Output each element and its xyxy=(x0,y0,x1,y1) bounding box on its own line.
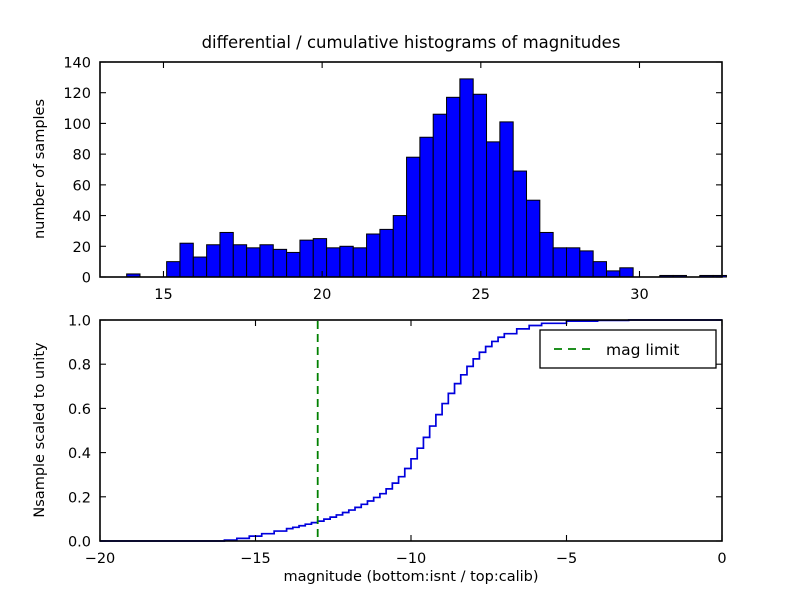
y-tick-label: 0.0 xyxy=(68,535,91,551)
top-y-axis-label: number of samples xyxy=(32,99,48,239)
top-axes-frame xyxy=(99,61,723,278)
histogram-bar xyxy=(312,238,328,278)
histogram-bar xyxy=(605,270,621,278)
y-tick-label: 0.6 xyxy=(68,402,91,418)
x-tick-label: 15 xyxy=(154,287,172,303)
y-tick-label: 120 xyxy=(63,86,91,102)
histogram-bar xyxy=(192,256,208,278)
histogram-bar xyxy=(499,121,514,278)
y-tick-label: 140 xyxy=(63,56,91,72)
histogram-bar xyxy=(419,136,434,278)
y-tick-label: 60 xyxy=(73,178,91,194)
top-x-axis-ticks: 15 20 25 30 xyxy=(154,62,649,303)
histogram-bar xyxy=(299,239,314,278)
y-tick-label: 100 xyxy=(63,117,91,133)
histogram-bar xyxy=(392,215,408,278)
bottom-x-axis-ticks: −20 −15 −10 −5 0 xyxy=(85,320,727,567)
top-panel: differential / cumulative histograms of … xyxy=(32,33,727,303)
y-tick-label: 0.8 xyxy=(68,358,91,374)
bottom-y-axis-ticks: 0.0 0.2 0.4 0.6 0.8 1.0 xyxy=(68,314,722,551)
y-tick-label: 1.0 xyxy=(68,314,91,330)
histogram-bar xyxy=(232,244,248,278)
histogram-bar xyxy=(459,78,474,278)
histogram-bar xyxy=(539,231,554,278)
y-tick-label: 0.4 xyxy=(68,446,91,462)
x-tick-label: −15 xyxy=(240,551,271,567)
x-tick-label: 20 xyxy=(313,287,331,303)
bottom-y-axis-label: Nsample scaled to unity xyxy=(32,342,48,518)
histogram-bar xyxy=(286,251,301,278)
page-title: differential / cumulative histograms of … xyxy=(202,33,621,52)
y-tick-label: 20 xyxy=(73,240,91,256)
x-tick-label: −5 xyxy=(556,551,577,567)
histogram-bar xyxy=(552,247,567,278)
y-tick-label: 40 xyxy=(73,209,91,225)
histogram-bar xyxy=(526,199,541,278)
x-tick-label: −10 xyxy=(396,551,427,567)
histogram-bar xyxy=(166,261,181,278)
histogram-bar xyxy=(219,231,234,278)
histogram-bar xyxy=(566,247,581,278)
x-tick-label: 30 xyxy=(630,287,648,303)
histogram-bar xyxy=(592,261,607,278)
histogram-bar xyxy=(246,247,261,278)
cumulative-curve xyxy=(100,319,722,542)
histogram-bar xyxy=(619,267,634,278)
x-tick-label: 25 xyxy=(472,287,490,303)
top-y-axis-ticks: 0 20 40 60 80 100 120 140 xyxy=(63,56,722,287)
histogram-bar xyxy=(259,244,274,278)
x-tick-label: 0 xyxy=(717,551,726,567)
x-tick-label: −20 xyxy=(85,551,116,567)
legend[interactable]: mag limit xyxy=(539,329,717,369)
histogram-bar xyxy=(352,247,368,278)
histogram-bar xyxy=(446,96,461,278)
histogram-bar xyxy=(579,250,594,278)
y-tick-label: 80 xyxy=(73,148,91,164)
histogram-bar xyxy=(432,113,448,278)
legend-mag-limit-label: mag limit xyxy=(606,341,679,359)
histogram-bar xyxy=(486,141,501,278)
histogram-bar xyxy=(179,242,194,278)
histogram-bar xyxy=(272,248,288,278)
bottom-panel: 0.0 0.2 0.4 0.6 0.8 1.0 −20 −15 −10 −5 0 Nsample … xyxy=(32,314,727,586)
histogram-bar xyxy=(379,228,394,278)
histogram-bar xyxy=(512,170,528,278)
histogram-bar xyxy=(326,247,341,278)
x-axis-label: magnitude (bottom:isnt / top:calib) xyxy=(283,569,538,585)
y-tick-label: 0.2 xyxy=(68,490,91,506)
histogram-bar xyxy=(339,245,354,278)
histogram-bar xyxy=(472,93,488,278)
histogram-bar xyxy=(406,156,421,278)
histogram-bar xyxy=(366,233,381,278)
y-tick-label: 0 xyxy=(82,271,91,287)
histogram-bars xyxy=(126,78,727,278)
histogram-bar xyxy=(206,244,221,278)
